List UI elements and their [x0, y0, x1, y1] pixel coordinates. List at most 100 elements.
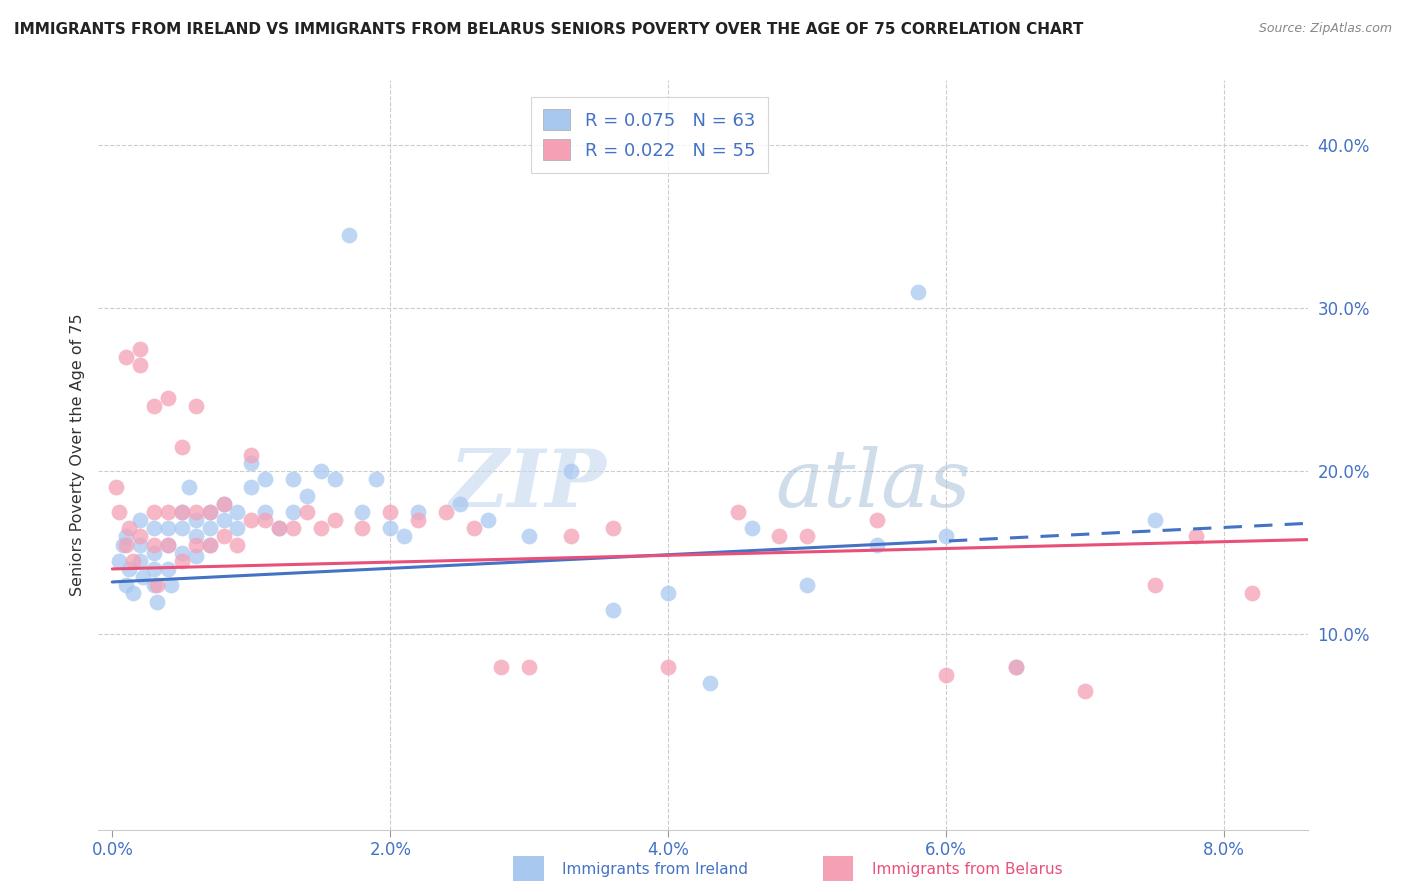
Point: [491, 659, 513, 673]
Point: [602, 521, 624, 535]
Point: [309, 464, 332, 478]
Point: [366, 472, 388, 486]
Point: [560, 529, 582, 543]
Point: [269, 521, 291, 535]
Point: [1240, 586, 1263, 600]
Point: [184, 537, 207, 551]
Point: [198, 505, 221, 519]
Point: [143, 562, 166, 576]
Point: [146, 578, 169, 592]
Y-axis label: Seniors Poverty Over the Age of 75: Seniors Poverty Over the Age of 75: [69, 314, 84, 596]
Point: [159, 578, 181, 592]
Point: [156, 537, 179, 551]
Point: [1143, 513, 1166, 527]
Text: IMMIGRANTS FROM IRELAND VS IMMIGRANTS FROM BELARUS SENIORS POVERTY OVER THE AGE : IMMIGRANTS FROM IRELAND VS IMMIGRANTS FR…: [14, 22, 1084, 37]
Text: ZIP: ZIP: [450, 446, 606, 524]
Point: [177, 481, 200, 495]
Point: [463, 521, 485, 535]
Text: atlas: atlas: [776, 446, 972, 524]
Point: [212, 497, 235, 511]
Point: [866, 537, 889, 551]
Text: Immigrants from Belarus: Immigrants from Belarus: [872, 863, 1063, 877]
Point: [184, 399, 207, 413]
Point: [184, 513, 207, 527]
Point: [212, 513, 235, 527]
Point: [727, 505, 749, 519]
Point: [269, 521, 291, 535]
Point: [198, 505, 221, 519]
Point: [477, 513, 499, 527]
Point: [170, 554, 193, 568]
Point: [935, 668, 957, 682]
Point: [240, 448, 263, 462]
Point: [254, 472, 277, 486]
Point: [323, 513, 346, 527]
Point: [796, 529, 818, 543]
Point: [156, 391, 179, 405]
Point: [212, 529, 235, 543]
Point: [143, 505, 166, 519]
Point: [108, 554, 131, 568]
Point: [170, 546, 193, 560]
Point: [156, 537, 179, 551]
Point: [129, 537, 152, 551]
Point: [170, 521, 193, 535]
Point: [118, 521, 141, 535]
Point: [184, 529, 207, 543]
Point: [105, 481, 128, 495]
Point: [866, 513, 889, 527]
Point: [184, 505, 207, 519]
Point: [184, 549, 207, 563]
Point: [170, 440, 193, 454]
Point: [1004, 659, 1026, 673]
Point: [602, 602, 624, 616]
Point: [309, 521, 332, 535]
Point: [517, 529, 540, 543]
Point: [129, 513, 152, 527]
Point: [406, 505, 429, 519]
Point: [352, 505, 374, 519]
Point: [122, 586, 145, 600]
Point: [112, 537, 135, 551]
Point: [129, 359, 152, 373]
Point: [108, 505, 131, 519]
Point: [1143, 578, 1166, 592]
Point: [156, 521, 179, 535]
Point: [380, 521, 402, 535]
Point: [449, 497, 471, 511]
Point: [115, 529, 138, 543]
Text: Immigrants from Ireland: Immigrants from Ireland: [562, 863, 748, 877]
Point: [337, 227, 360, 242]
Point: [226, 505, 249, 519]
Point: [281, 521, 304, 535]
Point: [254, 505, 277, 519]
Point: [170, 505, 193, 519]
Point: [143, 521, 166, 535]
Point: [240, 513, 263, 527]
Point: [143, 537, 166, 551]
Point: [380, 505, 402, 519]
Text: Source: ZipAtlas.com: Source: ZipAtlas.com: [1258, 22, 1392, 36]
Point: [198, 537, 221, 551]
Point: [226, 537, 249, 551]
Point: [198, 537, 221, 551]
Point: [240, 481, 263, 495]
Point: [212, 497, 235, 511]
Point: [146, 594, 169, 608]
Point: [254, 513, 277, 527]
Point: [434, 505, 457, 519]
Point: [122, 554, 145, 568]
Point: [115, 578, 138, 592]
Point: [392, 529, 415, 543]
Point: [129, 342, 152, 356]
Point: [699, 676, 721, 690]
Point: [143, 546, 166, 560]
Point: [198, 521, 221, 535]
Point: [143, 399, 166, 413]
Point: [517, 659, 540, 673]
Point: [1074, 684, 1097, 698]
Point: [352, 521, 374, 535]
Point: [240, 456, 263, 470]
Point: [741, 521, 763, 535]
Point: [118, 562, 141, 576]
